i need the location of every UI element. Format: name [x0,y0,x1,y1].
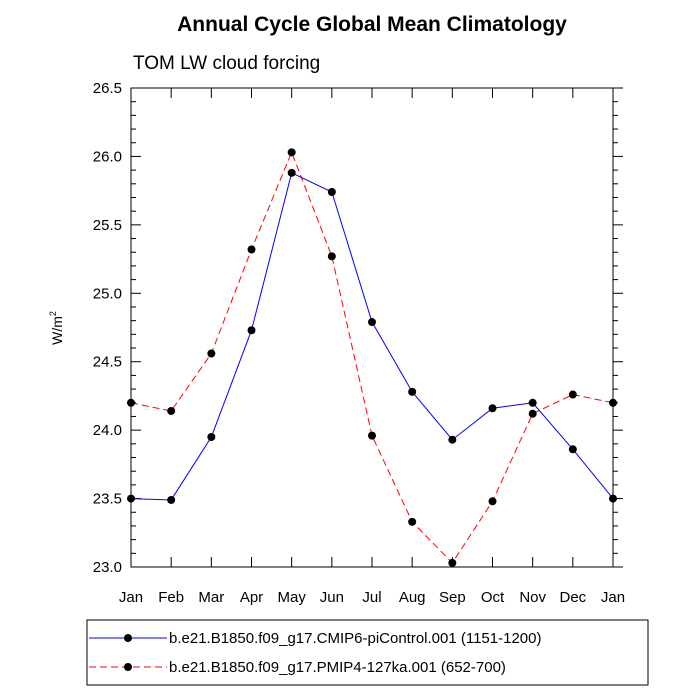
y-tick-label: 23.5 [93,491,122,508]
x-tick-label: Jan [119,589,143,606]
x-tick-label: Feb [158,589,184,606]
chart-title: Annual Cycle Global Mean Climatology [177,13,567,36]
x-tick-label: Apr [240,589,263,606]
series-line-1 [130,172,614,501]
data-point-series-1 [609,494,617,503]
data-point-series-1 [127,494,135,503]
legend-marker-2 [124,663,132,671]
y-axis-label: W/m2 [48,311,65,345]
x-tick-label: Jun [320,589,344,606]
data-point-series-1 [528,398,537,407]
data-point-series-1 [368,318,376,327]
data-point-series-2 [488,497,497,506]
data-point-series-2 [127,398,135,407]
legend-marker-1 [124,634,132,642]
data-point-series-1 [488,404,497,413]
data-point-series-2 [528,409,537,418]
data-point-series-1 [448,435,457,444]
data-point-series-2 [408,517,417,526]
y-tick-label: 25.5 [93,217,122,234]
data-point-series-2 [247,245,256,254]
x-tick-label: Jul [362,589,381,606]
plot-area: Jan Feb Mar Apr May Jun Jul Aug Sep Oct Nov Dec Jan 2… [93,80,625,606]
y-tick-label: 24.0 [93,422,122,439]
series-line-2 [130,150,614,564]
data-point-series-1 [287,168,296,177]
data-point-series-2 [368,431,376,440]
data-point-series-1 [408,387,417,396]
y-tick-label: 26.5 [93,80,122,97]
data-point-series-2 [167,406,176,415]
x-tick-label: May [277,589,306,606]
data-point-series-1 [207,432,216,441]
x-tick-label: Jan [601,589,625,606]
data-point-series-1 [247,326,256,335]
y-tick-label: 26.0 [93,148,122,165]
data-point-series-1 [327,188,336,197]
data-point-series-2 [609,398,617,407]
data-point-series-2 [448,558,457,567]
x-tick-label: Sep [439,589,466,606]
chart-subtitle: TOM LW cloud forcing [133,53,320,74]
x-tick-label: Aug [399,589,426,606]
data-point-series-2 [287,148,296,157]
y-tick-label: 25.0 [93,285,122,302]
x-tick-label: Dec [559,589,586,606]
legend-box [86,619,649,686]
legend: b.e21.B1850.f09_g17.CMIP6-piControl.001 … [86,619,649,686]
y-tick-label: 23.0 [93,559,122,576]
data-point-series-1 [568,445,577,454]
plot-frame [130,87,614,568]
data-point-series-2 [327,252,336,261]
x-tick-label: Oct [481,589,505,606]
data-point-series-2 [207,349,216,358]
x-tick-label: Nov [519,589,546,606]
y-tick-label: 24.5 [93,354,122,371]
legend-entry-2: b.e21.B1850.f09_g17.PMIP4-127ka.001 (652… [169,659,506,676]
legend-entry-1: b.e21.B1850.f09_g17.CMIP6-piControl.001 … [169,630,541,647]
x-tick-label: Mar [198,589,224,606]
data-point-series-1 [167,495,176,504]
data-point-series-2 [568,390,577,399]
